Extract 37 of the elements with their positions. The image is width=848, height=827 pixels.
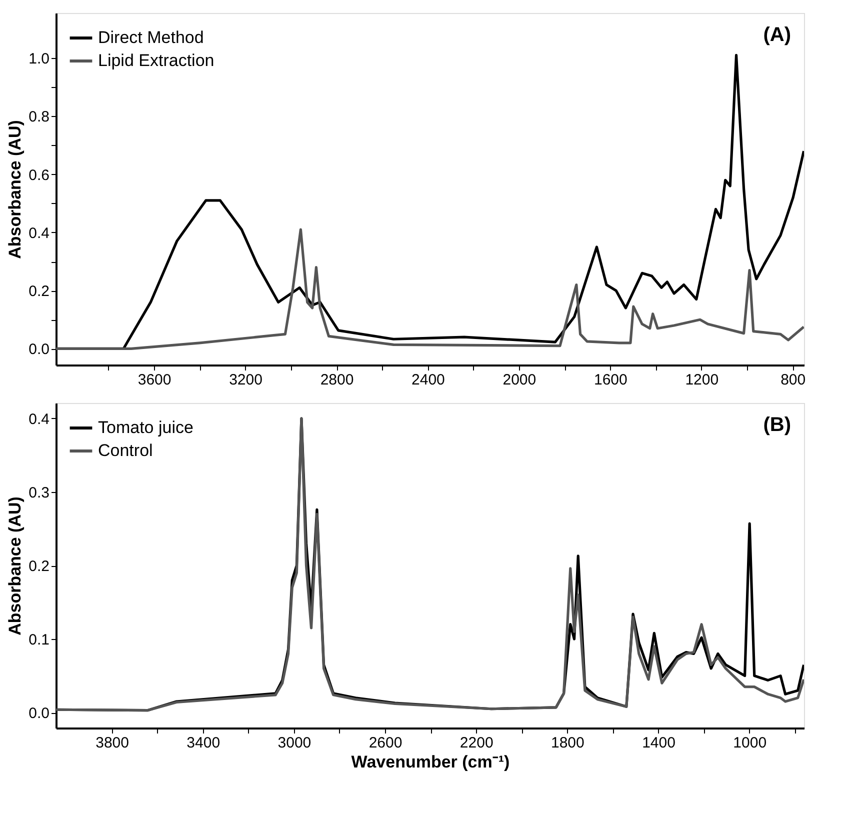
x-tick-label: 3400 <box>186 734 220 752</box>
y-axis-title: Absorbance (AU) <box>6 496 25 636</box>
y-tick-label: 0.3 <box>28 484 50 502</box>
y-tick-label: 0.0 <box>28 341 50 358</box>
x-tick-label: 2400 <box>412 372 445 388</box>
x-tick-label: 1200 <box>685 372 719 388</box>
x-tick-label: 1600 <box>594 372 628 388</box>
x-tick-label: 1800 <box>551 734 584 752</box>
y-tick-label: 0.8 <box>28 108 50 126</box>
legend-label: Control <box>98 441 153 460</box>
legend-label: Tomato juice <box>98 418 194 437</box>
y-tick-label: 1.0 <box>28 50 50 68</box>
legend-label: Direct Method <box>98 28 204 47</box>
x-tick-label: 1000 <box>733 734 767 752</box>
annotation: (A) <box>763 24 791 46</box>
y-tick-label: 0.6 <box>28 166 50 184</box>
legend-label: Lipid Extraction <box>98 51 214 70</box>
y-tick-label: 0.4 <box>28 224 50 242</box>
y-tick-label: 0.0 <box>28 705 50 722</box>
x-tick-label: 3600 <box>138 372 172 388</box>
y-axis-title: Absorbance (AU) <box>6 120 25 259</box>
x-tick-label: 2800 <box>320 372 354 388</box>
x-tick-label: 2200 <box>460 734 494 752</box>
annotation: (B) <box>763 414 791 436</box>
y-tick-label: 0.2 <box>28 558 50 575</box>
y-tick-label: 0.4 <box>28 410 50 428</box>
x-tick-label: 2000 <box>502 372 536 388</box>
x-tick-label: 1400 <box>642 734 676 752</box>
y-tick-label: 0.2 <box>28 283 50 300</box>
x-tick-label: 800 <box>780 372 806 388</box>
x-axis-title: Wavenumber (cm⁻¹) <box>351 752 510 772</box>
x-tick-label: 2600 <box>368 734 402 752</box>
x-tick-label: 3800 <box>96 734 129 752</box>
x-tick-label: 3000 <box>278 734 312 752</box>
y-tick-label: 0.1 <box>28 632 50 649</box>
line-series <box>56 228 804 350</box>
x-tick-label: 3200 <box>229 372 262 388</box>
